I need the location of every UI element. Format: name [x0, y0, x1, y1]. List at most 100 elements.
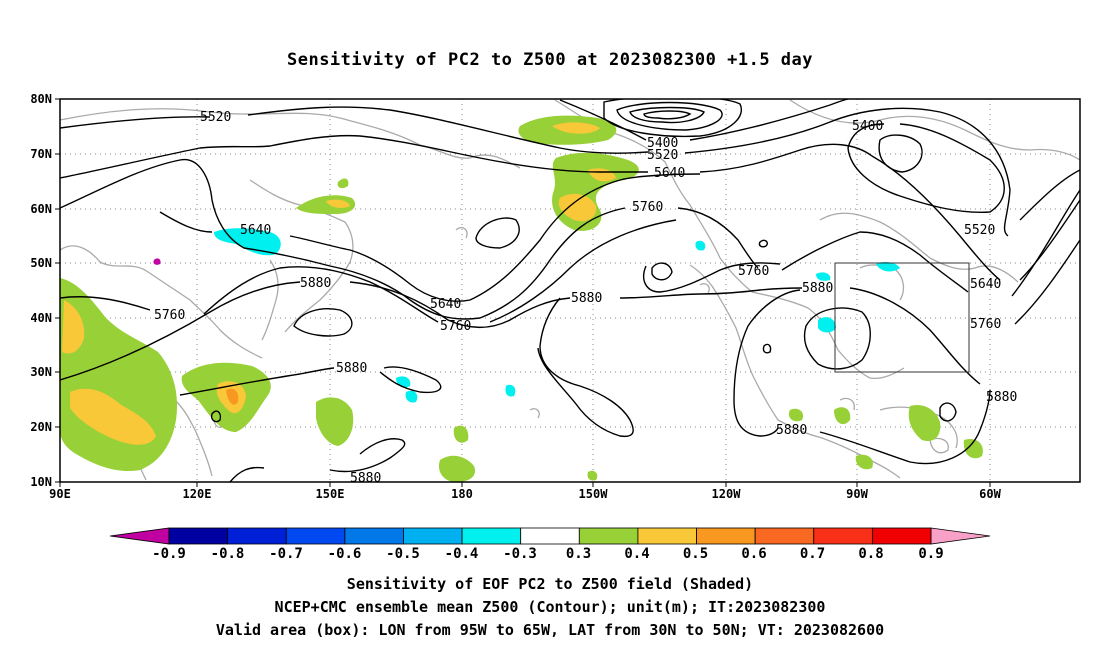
shade-patch	[558, 193, 597, 222]
colorbar-box	[168, 527, 229, 545]
contour-labels: 5520 5400 5520 5640 5400 5760 5520 5640 …	[154, 110, 1017, 486]
caption-shading: Sensitivity of EOF PC2 to Z500 field (Sh…	[346, 575, 754, 593]
lat-label: 40N	[30, 311, 52, 325]
colorbar-label: -0.7	[269, 546, 303, 562]
colorbar-box	[520, 527, 580, 545]
colorbar-label: -0.5	[386, 546, 420, 562]
contour-label: 5760	[632, 200, 663, 215]
contour-label: 5880	[350, 471, 381, 486]
shade-patch	[552, 122, 600, 134]
map-frame	[59, 98, 1081, 483]
valid-area-box	[834, 262, 970, 373]
colorbar-label: 0.8	[858, 546, 883, 562]
shade-patch	[963, 438, 983, 459]
contour-label: 5520	[964, 223, 995, 238]
contour-label: 5880	[571, 291, 602, 306]
colorbar-box	[813, 527, 873, 545]
lat-label: 10N	[30, 475, 52, 489]
colorbar-box	[871, 527, 932, 545]
shade-patch	[816, 272, 831, 281]
contour-label: 5880	[802, 281, 833, 296]
contour-label: 5640	[654, 166, 685, 181]
colorbar-label: 0.4	[624, 546, 649, 562]
shade-patch	[453, 425, 469, 443]
shade-patch	[405, 390, 418, 403]
shade-patch	[505, 384, 516, 397]
colorbar-label: 0.3	[566, 546, 591, 562]
lon-label: 90E	[49, 487, 71, 501]
lon-label: 120E	[183, 487, 212, 501]
shade-patch	[296, 195, 356, 214]
colorbar-label: 0.6	[741, 546, 766, 562]
colorbar-label: -0.3	[503, 546, 537, 562]
lon-label: 120W	[712, 487, 742, 501]
lon-label: 150E	[316, 487, 345, 501]
shade-patch	[818, 317, 836, 333]
shade-patch	[908, 404, 941, 442]
contour-label: 5400	[647, 136, 678, 151]
colorbar: -0.9 -0.8 -0.7 -0.6 -0.5 -0.4 -0.3 0.3 0…	[109, 527, 991, 562]
lat-label: 30N	[30, 365, 52, 379]
colorbar-box	[696, 527, 756, 545]
shade-patch	[226, 388, 239, 405]
lon-label: 90W	[846, 487, 868, 501]
caption-contour: NCEP+CMC ensemble mean Z500 (Contour); u…	[274, 598, 826, 616]
shade-patch	[316, 397, 354, 446]
colorbar-label: 0.7	[800, 546, 825, 562]
contour-label: 5760	[154, 308, 185, 323]
lat-label: 80N	[30, 92, 52, 106]
contour-label: 5400	[852, 119, 883, 134]
colorbar-low-triangle	[109, 527, 170, 545]
shade-patch	[855, 454, 873, 470]
shade-patch	[695, 240, 706, 251]
lat-label: 20N	[30, 420, 52, 434]
colorbar-boxes	[168, 527, 932, 545]
colorbar-box	[461, 527, 522, 545]
contour-label: 5880	[336, 361, 367, 376]
contour-label: 5880	[300, 276, 331, 291]
sensitivity-shading	[60, 115, 983, 482]
contour-label: 5520	[647, 148, 678, 163]
shade-patch	[552, 152, 639, 231]
colorbar-box	[637, 527, 697, 545]
caption-valid-area: Valid area (box): LON from 95W to 65W, L…	[215, 621, 885, 639]
contour-label: 5640	[970, 277, 1001, 292]
shade-patch	[214, 228, 281, 256]
coastlines	[60, 99, 1080, 481]
colorbar-box	[403, 527, 463, 545]
shade-patch	[62, 300, 85, 354]
shade-patch	[438, 455, 476, 482]
contour-label: 5760	[440, 319, 471, 334]
colorbar-label: 0.9	[918, 546, 943, 562]
colorbar-label: -0.6	[328, 546, 362, 562]
colorbar-label: -0.4	[445, 546, 479, 562]
colorbar-label: -0.9	[152, 546, 186, 562]
longitude-labels: 90E 120E 150E 180 150W 120W 90W 60W	[49, 487, 1001, 501]
shade-patch	[337, 178, 349, 189]
lat-label: 60N	[30, 202, 52, 216]
colorbar-box	[344, 527, 404, 545]
colorbar-box	[578, 527, 639, 545]
lon-label: 60W	[979, 487, 1001, 501]
lat-label: 70N	[30, 147, 52, 161]
contour-label: 5640	[430, 297, 461, 312]
contour-label: 5520	[200, 110, 231, 125]
colorbar-box	[754, 527, 815, 545]
contour-label: 5880	[986, 390, 1017, 405]
colorbar-box	[227, 527, 287, 545]
axis-ticks	[55, 98, 991, 487]
shade-patch	[876, 261, 900, 272]
colorbar-label: 0.5	[683, 546, 708, 562]
lon-label: 150W	[579, 487, 609, 501]
shade-patch	[153, 258, 161, 265]
map-title: Sensitivity of PC2 to Z500 at 2023082300…	[286, 50, 813, 70]
colorbar-high-triangle	[930, 527, 991, 545]
lat-label: 50N	[30, 256, 52, 270]
contour-label: 5760	[738, 264, 769, 279]
contour-label: 5640	[240, 223, 271, 238]
shade-patch	[70, 388, 156, 445]
shade-patch	[788, 408, 804, 422]
shade-patch	[587, 470, 598, 481]
colorbar-labels: -0.9 -0.8 -0.7 -0.6 -0.5 -0.4 -0.3 0.3 0…	[152, 546, 944, 562]
colorbar-box	[285, 527, 346, 545]
